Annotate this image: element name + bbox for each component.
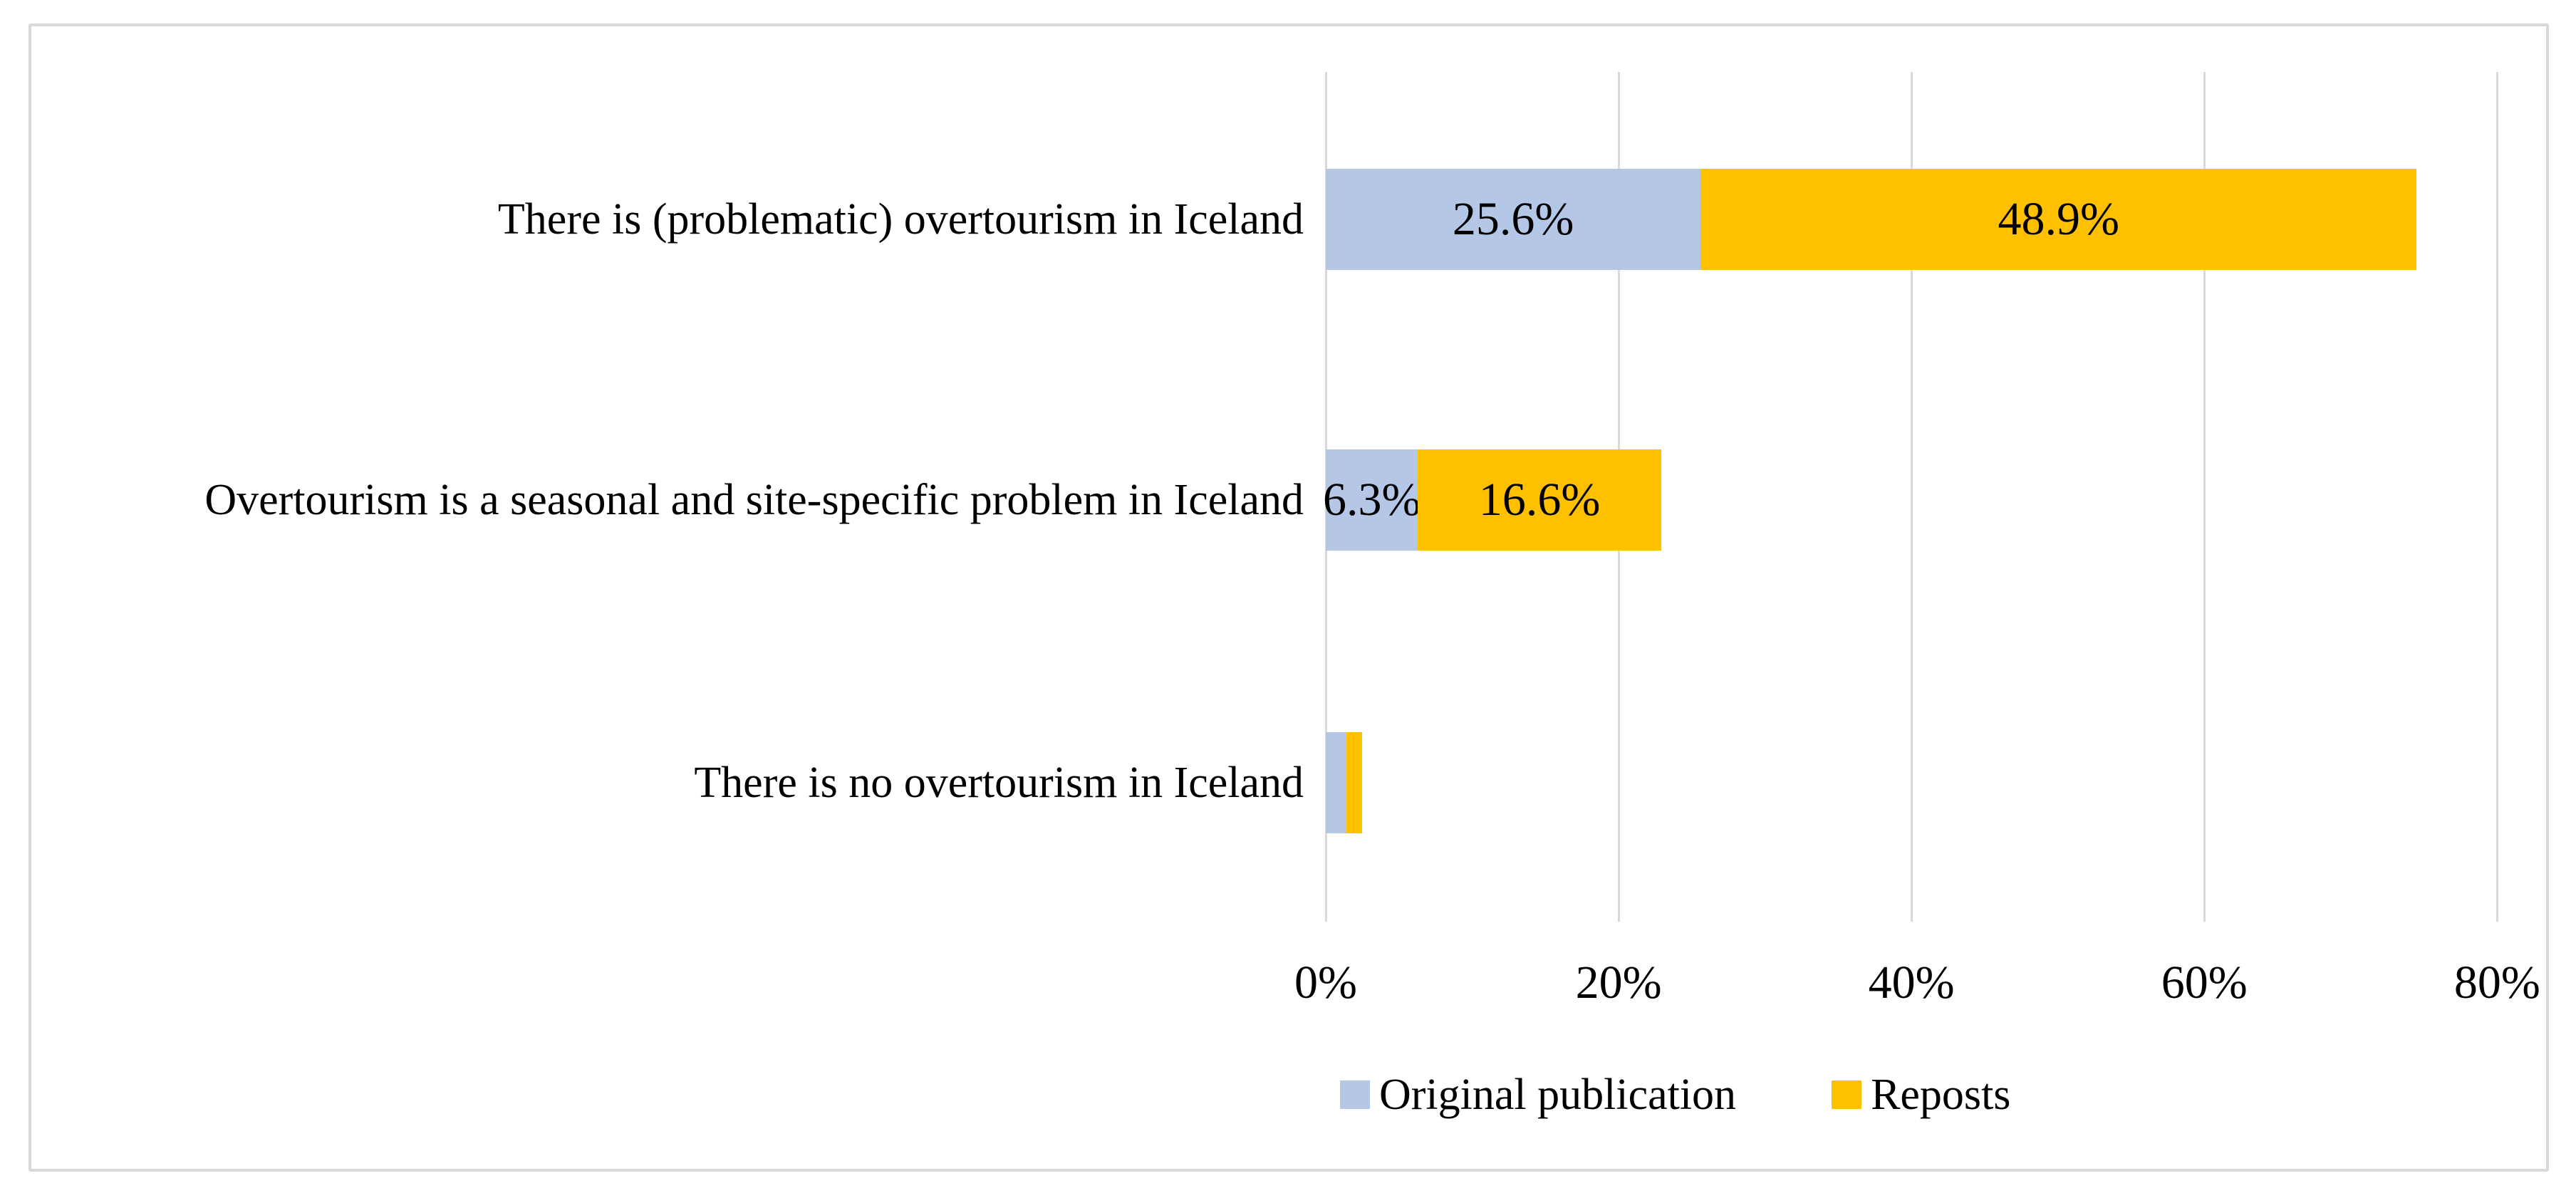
- data-label: 6.3%: [1323, 474, 1421, 526]
- bar-segment-original-publication: [1326, 732, 1346, 833]
- bar-segment-original-publication: 6.3%: [1323, 449, 1421, 551]
- category-label: Overtourism is a seasonal and site-speci…: [204, 476, 1304, 524]
- x-tick-label: 60%: [2161, 957, 2248, 1009]
- x-tick-label: 0%: [1294, 957, 1357, 1009]
- x-tick-label: 80%: [2453, 957, 2540, 1009]
- x-axis: 0% 20% 40% 60% 80%: [31, 951, 2546, 1015]
- plot-area: 25.6% 48.9% 6.3% 16.6%: [1323, 72, 2541, 922]
- bar-segment-original-publication: 25.6%: [1326, 169, 1701, 270]
- data-label: 16.6%: [1478, 474, 1601, 526]
- category-label: There is (problematic) overtourism in Ic…: [497, 195, 1304, 244]
- gridline-60pct: [2203, 72, 2206, 922]
- bar-segment-reposts: 48.9%: [1700, 169, 2417, 270]
- bar-segment-reposts: [1346, 732, 1363, 833]
- bar-row: 6.3% 16.6%: [1323, 449, 2541, 551]
- legend-item-original-publication: Original publication: [1340, 1073, 1736, 1117]
- legend-marker-icon: [1832, 1080, 1862, 1109]
- data-label: 25.6%: [1452, 193, 1574, 245]
- legend-marker-icon: [1340, 1080, 1370, 1109]
- bar-segment-reposts: 16.6%: [1418, 449, 1661, 551]
- legend-label: Reposts: [1871, 1071, 2011, 1119]
- legend-label: Original publication: [1379, 1071, 1737, 1119]
- category-label: There is no overtourism in Iceland: [694, 759, 1304, 807]
- legend: Original publication Reposts: [1340, 1061, 2010, 1129]
- gridline-80pct: [2496, 72, 2499, 922]
- gridline-40pct: [1911, 72, 1913, 922]
- data-label: 48.9%: [1998, 193, 2119, 245]
- x-tick-label: 40%: [1868, 957, 1955, 1009]
- legend-item-reposts: Reposts: [1832, 1073, 2010, 1117]
- bar-row: 25.6% 48.9%: [1326, 169, 2541, 270]
- chart-frame: There is (problematic) overtourism in Ic…: [28, 24, 2549, 1172]
- x-tick-label: 20%: [1575, 957, 1662, 1009]
- category-axis: There is (problematic) overtourism in Ic…: [31, 72, 1307, 922]
- bar-row: [1326, 732, 2541, 833]
